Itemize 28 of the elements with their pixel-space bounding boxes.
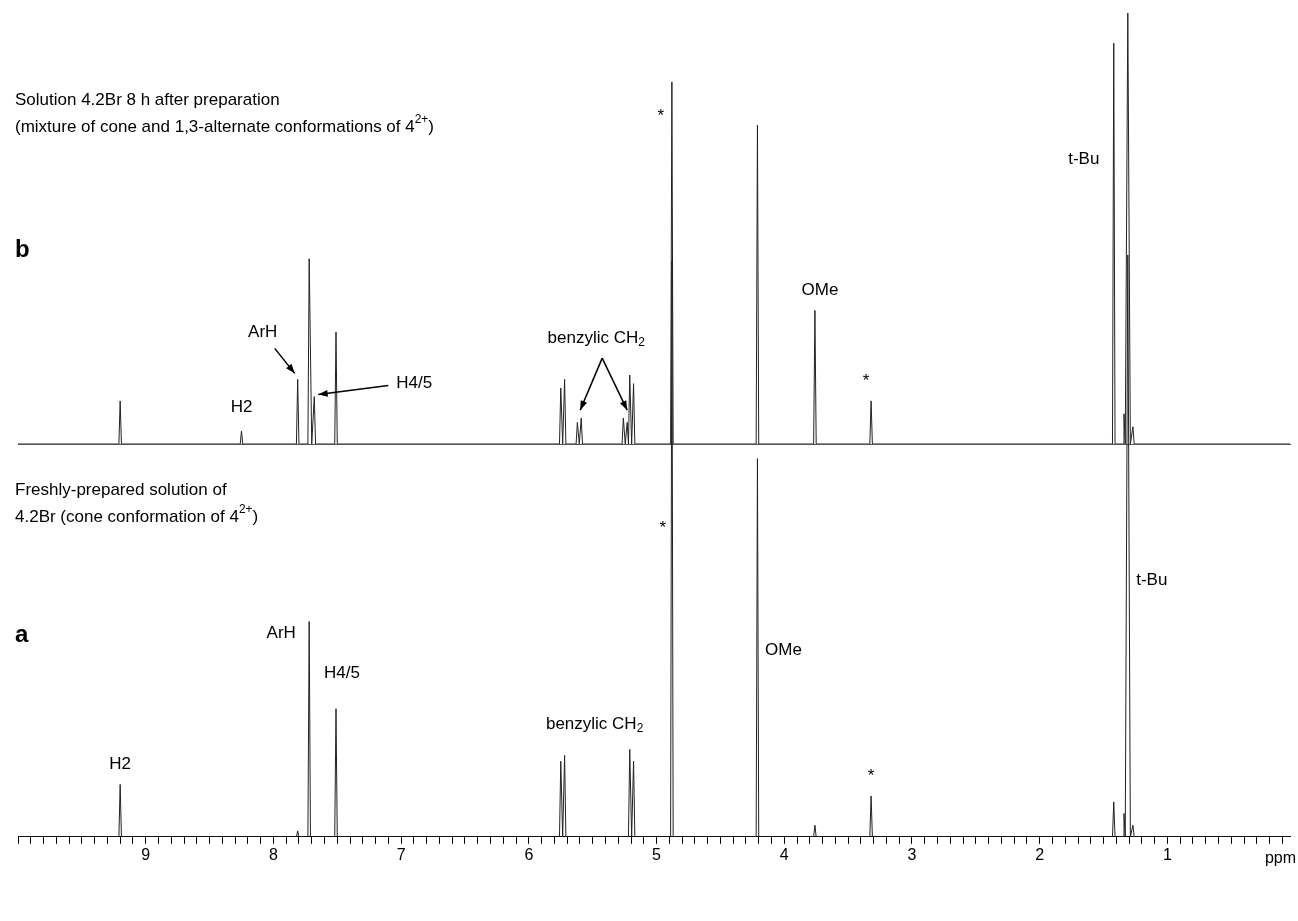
annotation: H4/5: [396, 373, 433, 393]
annotation: OMe: [765, 640, 802, 660]
annotation: OMe: [801, 280, 839, 300]
x-tick-label: 8: [268, 845, 278, 863]
annotation: b: [15, 234, 30, 262]
annotation: H2: [109, 754, 132, 774]
x-tick-label: 4: [779, 845, 789, 863]
annotation: H2: [230, 396, 253, 416]
text: Solution 4.2Br 8 h after preparation: [15, 89, 280, 109]
x-tick-label: 3: [907, 845, 917, 863]
x-tick-label: 5: [652, 845, 662, 863]
annotation: a: [15, 619, 29, 647]
annotation: H4/5: [324, 663, 360, 683]
annotation: *: [659, 518, 667, 538]
annotation: ArH: [248, 322, 278, 342]
text: Freshly-prepared solution of: [15, 479, 227, 499]
x-tick-label: 2: [1035, 845, 1045, 863]
annotation: ArH: [266, 623, 296, 643]
x-tick-label: 7: [396, 845, 406, 863]
annotation: *: [862, 370, 870, 390]
annotation: *: [867, 765, 875, 785]
x-axis-title: ppm: [1264, 849, 1296, 867]
annotation: t-Bu: [1068, 149, 1100, 169]
x-tick-label: 6: [524, 845, 534, 863]
x-tick-label: 9: [141, 845, 151, 863]
annotation: *: [657, 106, 665, 126]
x-tick-label: 1: [1162, 845, 1172, 863]
annotation: t-Bu: [1136, 570, 1168, 590]
